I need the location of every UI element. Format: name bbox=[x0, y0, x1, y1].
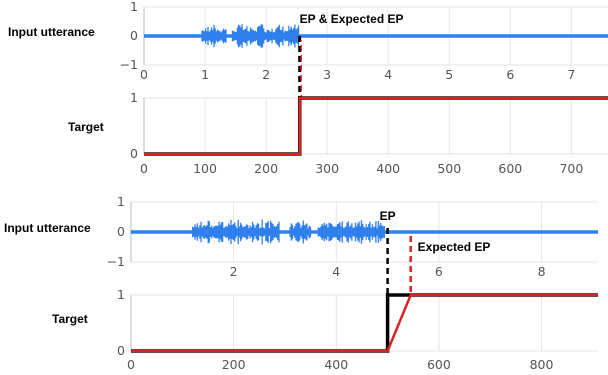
x-tick-label: 200 bbox=[254, 161, 278, 176]
y-tick-label: 0 bbox=[130, 28, 138, 43]
x-tick-label: 5 bbox=[445, 67, 453, 82]
y-tick-label: 0 bbox=[117, 343, 125, 358]
top-waveform-row-label: Input utterance bbox=[8, 25, 95, 39]
x-tick-label: 0 bbox=[127, 357, 135, 372]
y-tick-label: −1 bbox=[107, 254, 125, 269]
x-tick-label: 600 bbox=[427, 357, 451, 372]
ep-label: EP bbox=[380, 209, 396, 223]
y-tick-label: 1 bbox=[117, 287, 125, 302]
x-tick-label: 2 bbox=[262, 67, 270, 82]
x-tick-label: 0 bbox=[140, 67, 148, 82]
bottom-waveform-row-label: Input utterance bbox=[4, 221, 91, 235]
waveform-signal bbox=[191, 219, 385, 245]
x-tick-label: 1 bbox=[201, 67, 209, 82]
bottom-target-panel: Target 1 00 200 400 600 800 bbox=[52, 287, 598, 372]
top-target-panel: Target 100 100 200 300 400 500 600 700 bbox=[68, 90, 608, 176]
target-step-series-red bbox=[131, 293, 598, 353]
y-tick-label: 1 bbox=[130, 0, 138, 14]
x-tick-label: 400 bbox=[376, 161, 400, 176]
x-tick-label: 200 bbox=[222, 357, 246, 372]
x-tick-label: 8 bbox=[538, 264, 546, 279]
bottom-target-row-label: Target bbox=[52, 312, 88, 326]
x-tick-label: 700 bbox=[559, 161, 583, 176]
y-tick-label: 1 bbox=[117, 194, 125, 209]
x-tick-label: 500 bbox=[437, 161, 461, 176]
target-step-series-red bbox=[144, 96, 608, 156]
x-tick-label: 600 bbox=[498, 161, 522, 176]
x-tick-label: 7 bbox=[567, 67, 575, 82]
target-step-series-black bbox=[144, 96, 608, 156]
x-tick-label: 6 bbox=[435, 264, 443, 279]
y-tick-label: −1 bbox=[120, 57, 138, 72]
ep-annotation: EP & Expected EP bbox=[300, 12, 404, 26]
x-tick-label: 3 bbox=[323, 67, 331, 82]
target-step-series-black bbox=[131, 293, 598, 353]
x-tick-label: 800 bbox=[530, 357, 554, 372]
bottom-waveform-panel: Input utterance 1 0 −1 2 4 6 8 EP Expected EP bbox=[4, 194, 598, 295]
waveform-signal bbox=[201, 24, 300, 48]
x-tick-label: 6 bbox=[506, 67, 514, 82]
x-tick-label: 0 bbox=[140, 161, 148, 176]
y-tick-label: 1 bbox=[130, 90, 138, 105]
top-target-row-label: Target bbox=[68, 120, 104, 134]
y-tick-label: 0 bbox=[117, 224, 125, 239]
expected-ep-label: Expected EP bbox=[418, 240, 491, 254]
top-waveform-panel: Input utterance 10−10 1 2 3 4 5 6 7EP & Expecte… bbox=[8, 0, 608, 98]
x-tick-label: 300 bbox=[315, 161, 339, 176]
x-tick-label: 400 bbox=[324, 357, 348, 372]
x-tick-label: 4 bbox=[332, 264, 340, 279]
x-tick-label: 100 bbox=[193, 161, 217, 176]
x-tick-label: 4 bbox=[384, 67, 392, 82]
x-tick-label: 2 bbox=[230, 264, 238, 279]
y-tick-label: 0 bbox=[130, 146, 138, 161]
